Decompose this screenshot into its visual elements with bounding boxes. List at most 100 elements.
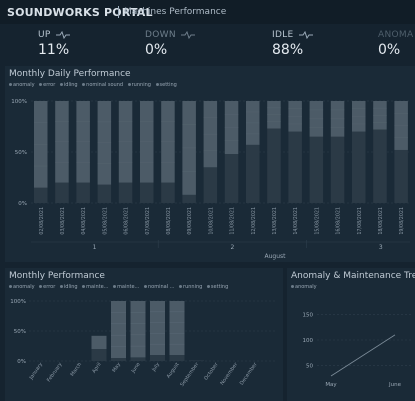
kpi-up[interactable]: UP 11% xyxy=(38,26,148,62)
bar-segment-idling xyxy=(91,335,107,349)
x-tick-label: June xyxy=(130,362,142,375)
x-tick-label: December xyxy=(239,361,259,386)
header-separator xyxy=(118,6,119,18)
y-tick-label: 0% xyxy=(17,359,26,365)
legend-item[interactable]: setting xyxy=(206,284,228,290)
kpi-up-value: 11% xyxy=(38,42,70,58)
bar-segment-running xyxy=(55,182,69,203)
bar-segment-running xyxy=(224,154,239,203)
bar-segment-running xyxy=(373,129,387,203)
x-tick-label: June xyxy=(388,382,402,388)
legend-item[interactable]: running xyxy=(179,284,202,290)
bar-segment-running xyxy=(182,194,196,203)
kpi-down[interactable]: DOWN 0% xyxy=(145,26,255,62)
bar-segment-running xyxy=(169,355,185,361)
week-label: 3 xyxy=(379,244,383,251)
bar-segment-running xyxy=(130,357,146,361)
legend-item[interactable]: anomaly xyxy=(291,284,317,290)
monthly-performance-chart: 100% 50% 0% January February March April May Jun… xyxy=(10,299,275,388)
bar-segment-running xyxy=(91,349,107,361)
legend-item[interactable]: mainte... xyxy=(113,284,139,290)
trend-panel-title: Anomaly & Maintenance Trend xyxy=(291,271,415,281)
y-tick-label: 50% xyxy=(14,329,26,335)
x-tick-label: August xyxy=(166,362,181,380)
bar-segment-running xyxy=(352,131,366,203)
week-label: 2 xyxy=(230,244,234,251)
header-bar: SOUNDWORKS PORTAL Machines Performance xyxy=(0,0,415,24)
bar-segment-running xyxy=(97,184,112,203)
x-tick-label: 13/08/2021 xyxy=(272,207,278,235)
kpi-down-label-text: DOWN xyxy=(145,30,176,40)
x-tick-label: September xyxy=(179,361,200,388)
x-tick-label: 11/08/2021 xyxy=(230,207,236,235)
kpi-anomaly-value: 0% xyxy=(378,42,401,58)
bar-segment-idling xyxy=(111,301,126,358)
y-tick-label: 50% xyxy=(15,150,27,156)
legend-item[interactable]: idling xyxy=(59,284,78,290)
legend-item[interactable]: error xyxy=(39,82,55,88)
week-label: 1 xyxy=(93,244,97,251)
bar-segment-running xyxy=(189,360,204,361)
bar-segment-running xyxy=(111,358,126,361)
bar-segment-running xyxy=(246,144,260,203)
legend-item[interactable]: mainte... xyxy=(82,284,108,290)
legend-item[interactable]: setting xyxy=(155,82,177,88)
kpi-down-label: DOWN xyxy=(145,30,196,40)
legend-item[interactable]: running xyxy=(127,82,151,88)
brand-title: SOUNDWORKS PORTAL xyxy=(7,6,153,19)
x-tick-label: 09/08/2021 xyxy=(187,207,193,235)
legend-item[interactable]: anomaly xyxy=(9,284,35,290)
month-label: August xyxy=(265,253,287,260)
x-tick-label: 06/08/2021 xyxy=(124,207,130,235)
kpi-down-value: 0% xyxy=(145,42,168,58)
bar-segment-running xyxy=(76,182,90,203)
x-tick-label: 04/08/2021 xyxy=(81,207,87,235)
kpi-idle-value: 88% xyxy=(272,42,304,58)
x-tick-label: 15/08/2021 xyxy=(314,207,320,235)
legend-item[interactable]: nominal sound xyxy=(82,82,123,88)
x-tick-label: October xyxy=(203,361,220,382)
bar-segment-running xyxy=(150,355,165,361)
legend-item[interactable]: idling xyxy=(59,82,78,88)
bar-segment-running xyxy=(203,167,218,203)
kpi-idle-label-text: IDLE xyxy=(272,30,294,40)
pulse-icon xyxy=(181,30,196,39)
y-tick-label: 150 xyxy=(303,312,314,318)
bar-segment-running xyxy=(330,136,345,203)
bar-segment-running xyxy=(161,182,175,203)
page-subtitle: Machines Performance xyxy=(124,7,227,17)
y-tick-label: 100% xyxy=(11,99,27,105)
x-tick-label: 18/08/2021 xyxy=(378,207,384,235)
pulse-icon xyxy=(298,30,313,39)
x-tick-label: January xyxy=(28,362,44,382)
bar-segment-running xyxy=(394,149,408,203)
kpi-strip: UP 11% DOWN 0% IDLE 88% ANOMA 0% xyxy=(0,26,415,62)
legend-item[interactable]: error xyxy=(39,284,55,290)
y-tick-label: 100 xyxy=(303,338,314,344)
daily-performance-chart: 100% 50% 0% 02/08/2021 03/08/2021 04/08/2021 0… xyxy=(11,99,410,260)
legend-item[interactable]: anomaly xyxy=(9,82,35,88)
kpi-anomaly[interactable]: ANOMA 0% xyxy=(378,26,415,62)
series-line-anomaly xyxy=(330,334,396,377)
bar-segment-idling xyxy=(150,301,165,355)
kpi-idle[interactable]: IDLE 88% xyxy=(272,26,382,62)
bar-segment-running xyxy=(34,187,48,203)
x-tick-label: 08/08/2021 xyxy=(166,207,172,235)
daily-performance-panel: Monthly Daily Performance anomaly error … xyxy=(5,66,415,262)
kpi-up-label: UP xyxy=(38,30,70,40)
kpi-anomaly-label: ANOMA xyxy=(378,30,414,40)
x-tick-label: 07/08/2021 xyxy=(145,207,151,235)
bar-segment-running xyxy=(140,182,154,203)
daily-legend: anomaly error idling nominal sound runni… xyxy=(9,82,180,88)
monthly-performance-panel: Monthly Performance anomaly error idling… xyxy=(5,268,283,401)
bar-segment-running xyxy=(309,136,324,203)
y-tick-label: 0% xyxy=(18,201,27,207)
anomaly-trend-chart: 150 100 50 May June xyxy=(303,312,411,388)
bar-segment-running xyxy=(267,128,281,203)
legend-item[interactable]: nominal ... xyxy=(143,284,174,290)
y-tick-label: 50 xyxy=(306,364,313,370)
bar-segment-running xyxy=(288,131,302,203)
x-tick-label: 17/08/2021 xyxy=(357,207,363,235)
x-tick-label: 03/08/2021 xyxy=(60,207,66,235)
bar-segment-idling xyxy=(169,301,185,355)
